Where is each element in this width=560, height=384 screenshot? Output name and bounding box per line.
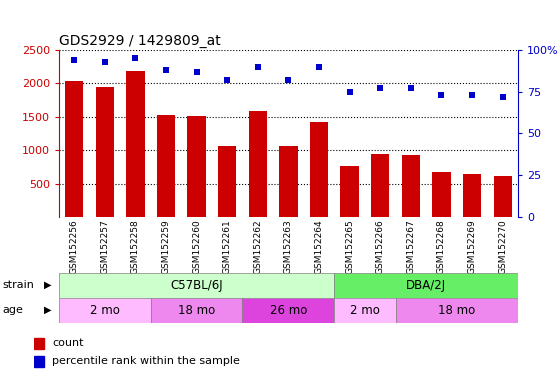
Text: GSM152259: GSM152259: [161, 220, 170, 275]
Point: [407, 85, 416, 91]
Text: GSM152260: GSM152260: [192, 220, 201, 275]
Text: GSM152262: GSM152262: [253, 220, 262, 275]
Bar: [242, 298, 334, 323]
Bar: [59, 298, 151, 323]
Point: [376, 85, 385, 91]
Bar: [218, 146, 236, 217]
Text: GSM152266: GSM152266: [376, 220, 385, 275]
Bar: [188, 116, 206, 217]
Bar: [310, 122, 328, 217]
Text: GSM152265: GSM152265: [345, 220, 354, 275]
Text: GSM152268: GSM152268: [437, 220, 446, 275]
Point: [161, 67, 170, 73]
Bar: [334, 273, 518, 298]
Text: ▶: ▶: [44, 305, 52, 315]
Bar: [34, 356, 44, 367]
Text: 18 mo: 18 mo: [178, 304, 215, 316]
Text: GSM152269: GSM152269: [468, 220, 477, 275]
Point: [498, 94, 507, 100]
Bar: [126, 71, 144, 217]
Point: [69, 57, 78, 63]
Bar: [402, 155, 420, 217]
Bar: [463, 174, 481, 217]
Text: GSM152257: GSM152257: [100, 220, 109, 275]
Text: GSM152264: GSM152264: [315, 220, 324, 275]
Text: GSM152258: GSM152258: [131, 220, 140, 275]
Text: count: count: [52, 338, 84, 348]
Point: [100, 58, 109, 65]
Text: GSM152270: GSM152270: [498, 220, 507, 275]
Bar: [65, 81, 83, 217]
Text: GSM152263: GSM152263: [284, 220, 293, 275]
Bar: [334, 298, 395, 323]
Point: [468, 92, 477, 98]
Text: GSM152267: GSM152267: [407, 220, 416, 275]
Bar: [279, 146, 297, 217]
Bar: [395, 298, 518, 323]
Text: 2 mo: 2 mo: [90, 304, 120, 316]
Point: [345, 89, 354, 95]
Text: ▶: ▶: [44, 280, 52, 290]
Bar: [249, 111, 267, 217]
Point: [284, 77, 293, 83]
Point: [315, 64, 324, 70]
Text: DBA/2J: DBA/2J: [406, 279, 446, 291]
Text: GSM152256: GSM152256: [69, 220, 78, 275]
Bar: [151, 298, 242, 323]
Bar: [432, 172, 451, 217]
Bar: [96, 87, 114, 217]
Text: percentile rank within the sample: percentile rank within the sample: [52, 356, 240, 366]
Text: 2 mo: 2 mo: [350, 304, 380, 316]
Text: GDS2929 / 1429809_at: GDS2929 / 1429809_at: [59, 33, 221, 48]
Bar: [157, 115, 175, 217]
Bar: [59, 273, 334, 298]
Text: strain: strain: [3, 280, 35, 290]
Text: 26 mo: 26 mo: [270, 304, 307, 316]
Bar: [340, 166, 359, 217]
Point: [437, 92, 446, 98]
Point: [192, 69, 201, 75]
Point: [223, 77, 232, 83]
Point: [131, 55, 140, 61]
Bar: [493, 175, 512, 217]
Text: 18 mo: 18 mo: [438, 304, 475, 316]
Bar: [34, 338, 44, 349]
Text: C57BL/6J: C57BL/6J: [170, 279, 223, 291]
Point: [253, 64, 262, 70]
Text: age: age: [3, 305, 24, 315]
Text: GSM152261: GSM152261: [223, 220, 232, 275]
Bar: [371, 154, 389, 217]
